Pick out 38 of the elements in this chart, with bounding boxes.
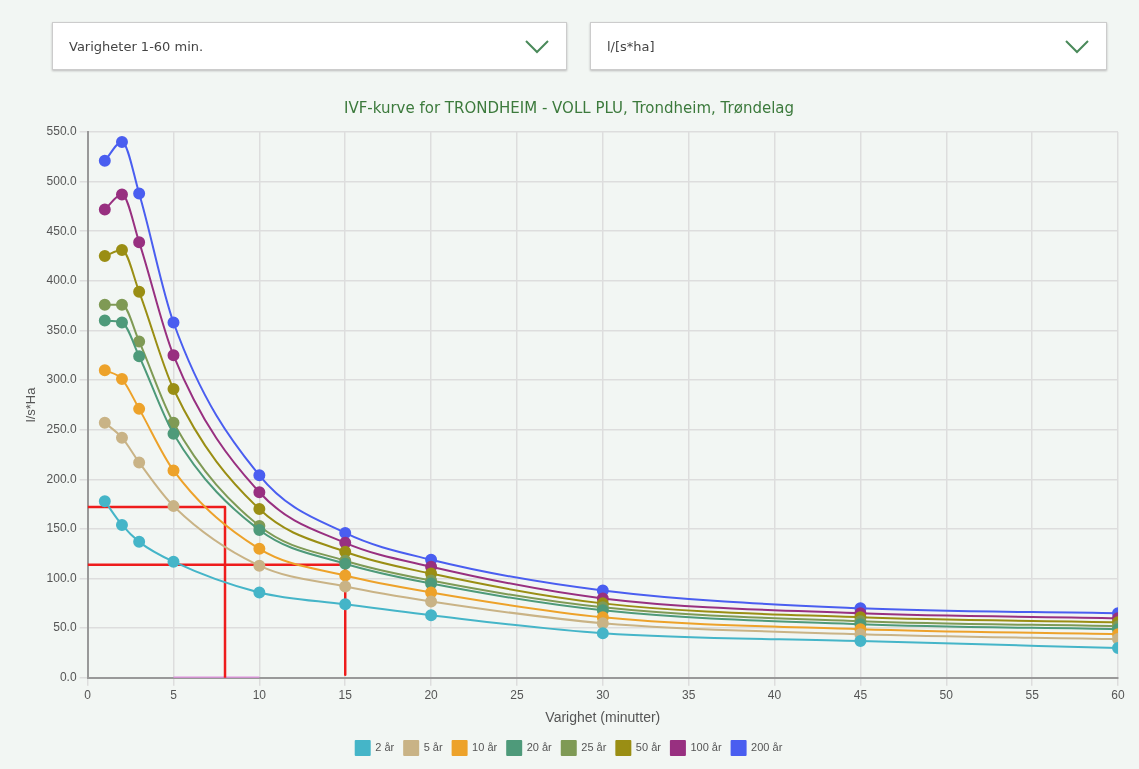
x-tick-label: 40 [767,688,782,703]
y-tick-label: 50.0 [53,620,77,635]
x-tick-label: 45 [853,688,868,703]
x-tick-label: 10 [252,688,267,703]
y-tick-label: 200.0 [46,471,77,486]
x-tick-label: 55 [1025,688,1040,703]
y-tick-label: 150.0 [46,521,77,536]
y-tick-label: 400.0 [46,273,77,288]
text: l/[s*ha] [607,39,655,54]
x-tick-label: 0 [84,688,92,703]
legend-label: 2 år [375,741,395,754]
legend-label: 50 år [635,741,662,754]
legend-label: 25 år [581,741,607,754]
y-tick-label: 300.0 [46,372,77,387]
legend-label: 100 år [690,741,722,754]
chart-title: IVF-kurve for TRONDHEIM - VOLL PLU, Trondheim, Trøndelag [343,98,795,117]
x-tick-label: 60 [1111,688,1125,703]
y-tick-label: 500.0 [46,173,77,188]
legend-label: 20 år [526,741,553,754]
y-tick-label: 0.0 [59,670,77,685]
y-tick-label: 450.0 [46,223,77,238]
y-axis-title: l/s*Ha [23,386,39,423]
x-tick-label: 30 [596,688,610,703]
x-tick-label: 35 [682,688,696,703]
x-tick-label: 20 [424,688,439,703]
x-tick-label: 15 [338,688,353,703]
y-tick-label: 350.0 [46,322,77,337]
y-tick-label: 250.0 [46,422,77,437]
y-tick-label: 550.0 [46,124,77,139]
text: Varigheter 1-60 min. [69,39,204,54]
legend-label: 5 år [423,741,443,754]
y-tick-label: 100.0 [46,570,77,585]
legend-label: 10 år [472,741,498,754]
x-axis-title: Varighet (minutter) [545,709,661,726]
legend-label: 200 år [751,741,783,754]
x-tick-label: 25 [510,688,524,703]
x-tick-label: 50 [939,688,954,703]
x-tick-label: 5 [170,688,178,703]
